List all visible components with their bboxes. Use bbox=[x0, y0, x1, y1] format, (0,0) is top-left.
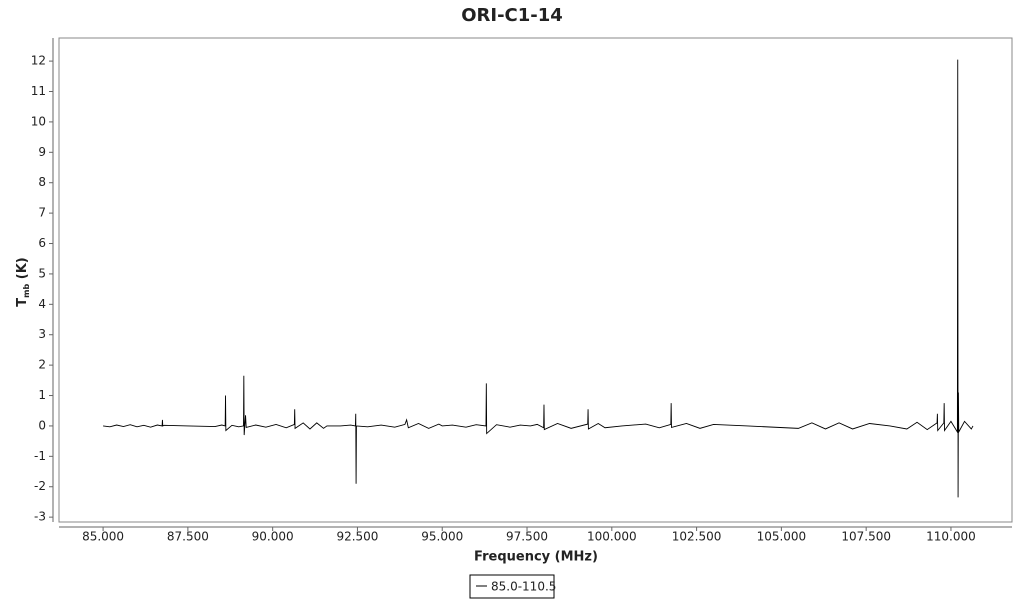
y-tick-label: 12 bbox=[31, 54, 46, 68]
y-tick-label: -3 bbox=[34, 510, 46, 524]
x-tick-label: 107.500 bbox=[841, 530, 891, 544]
y-tick-label: 9 bbox=[38, 145, 46, 159]
y-tick-label: 3 bbox=[38, 327, 46, 341]
x-tick-label: 85.000 bbox=[82, 530, 124, 544]
y-tick-label: 8 bbox=[38, 175, 46, 189]
x-tick-label: 102.500 bbox=[672, 530, 722, 544]
x-tick-label: 90.000 bbox=[252, 530, 294, 544]
y-tick-label: 10 bbox=[31, 114, 46, 128]
x-tick-label: 100.000 bbox=[587, 530, 637, 544]
y-axis-label: Tmb (K) bbox=[15, 257, 31, 306]
y-label-main: T bbox=[15, 298, 30, 307]
y-tick-label: -2 bbox=[34, 479, 46, 493]
y-tick-label: -1 bbox=[34, 449, 46, 463]
y-label-unit: (K) bbox=[15, 257, 30, 283]
x-tick-label: 87.500 bbox=[167, 530, 209, 544]
x-tick-label: 110.000 bbox=[926, 530, 976, 544]
y-label-sub: mb bbox=[22, 284, 31, 298]
y-tick-label: 7 bbox=[38, 206, 46, 220]
x-axis-label: Frequency (MHz) bbox=[474, 550, 598, 565]
y-tick-label: 2 bbox=[38, 358, 46, 372]
x-tick-label: 105.000 bbox=[757, 530, 807, 544]
legend-box bbox=[469, 574, 555, 599]
series-line bbox=[103, 59, 974, 498]
y-tick-label: 5 bbox=[38, 266, 46, 280]
legend: 85.0-110.5 bbox=[469, 574, 556, 599]
legend-label: 85.0-110.5 bbox=[491, 580, 556, 594]
y-tick-label: 0 bbox=[38, 418, 46, 432]
y-tick-label: 4 bbox=[38, 297, 46, 311]
y-tick-label: 1 bbox=[38, 388, 46, 402]
x-tick-label: 92.500 bbox=[336, 530, 378, 544]
x-tick-label: 97.500 bbox=[506, 530, 548, 544]
x-tick-label: 95.000 bbox=[421, 530, 463, 544]
y-tick-label: 6 bbox=[38, 236, 46, 250]
chart-title: ORI-C1-14 bbox=[461, 5, 563, 26]
y-tick-label: 11 bbox=[31, 84, 46, 98]
plot-frame bbox=[58, 37, 1013, 523]
